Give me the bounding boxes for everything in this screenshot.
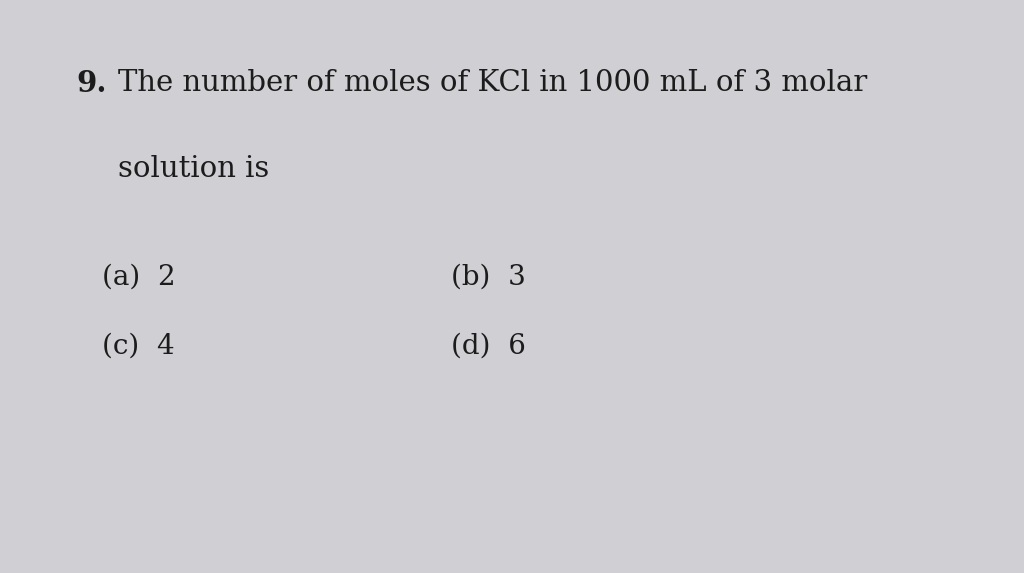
Text: (b)  3: (b) 3	[451, 264, 525, 291]
Text: 9.: 9.	[77, 69, 108, 98]
Text: (c)  4: (c) 4	[102, 332, 175, 359]
Text: solution is: solution is	[118, 155, 269, 183]
Text: The number of moles of KCl in 1000 mL of 3 molar: The number of moles of KCl in 1000 mL of…	[118, 69, 867, 97]
Text: (a)  2: (a) 2	[102, 264, 176, 291]
Text: (d)  6: (d) 6	[451, 332, 525, 359]
